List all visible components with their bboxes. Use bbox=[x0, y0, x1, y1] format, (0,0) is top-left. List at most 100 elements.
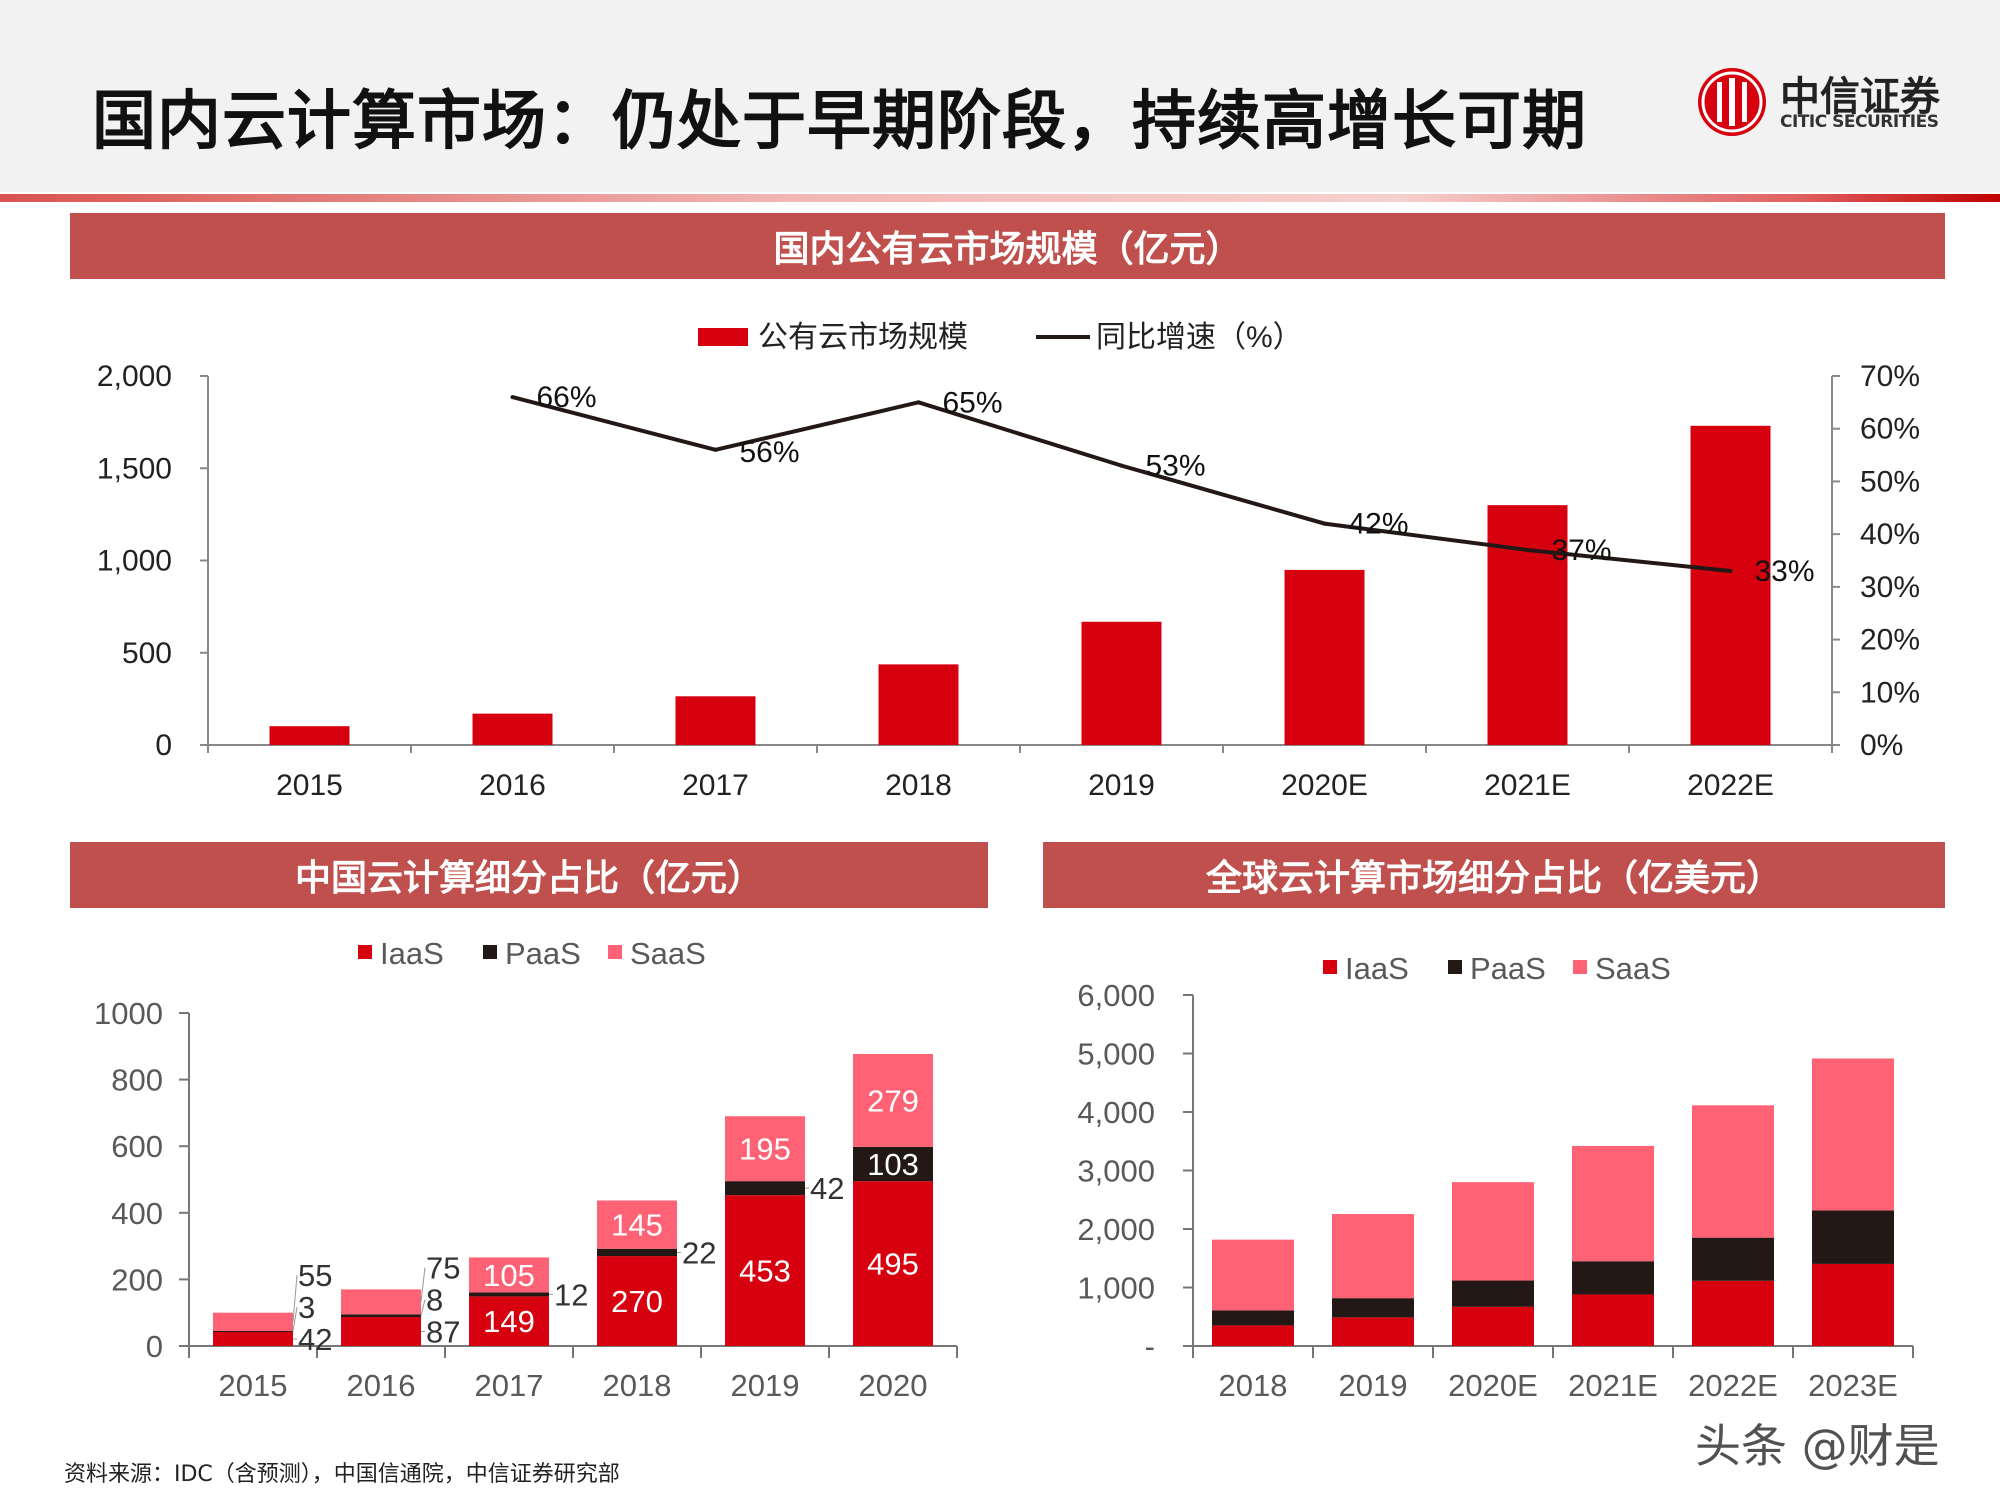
y2-tick-label: 0% bbox=[1860, 729, 1903, 762]
x-tick-label: 2022E bbox=[1688, 1368, 1778, 1403]
x-tick-label: 2021E bbox=[1484, 769, 1571, 802]
bar-segment-paas bbox=[725, 1181, 805, 1196]
y-tick-label: - bbox=[1145, 1329, 1155, 1364]
y2-tick-label: 10% bbox=[1860, 676, 1920, 709]
legend-label-bar: 公有云市场规模 bbox=[758, 321, 968, 354]
bar-segment-paas bbox=[213, 1331, 293, 1333]
bar-segment-saas bbox=[853, 1053, 933, 1147]
legend-swatch-iaas bbox=[358, 945, 372, 959]
data-label-paas: 22 bbox=[682, 1235, 716, 1270]
bar-segment-iaas bbox=[213, 1332, 293, 1346]
bar-segment-iaas bbox=[341, 1317, 421, 1346]
x-tick-label: 2018 bbox=[1219, 1368, 1288, 1403]
x-tick-label: 2016 bbox=[347, 1368, 416, 1403]
source-note: 资料来源：IDC（含预测），中国信通院，中信证券研究部 bbox=[64, 1462, 620, 1487]
y-tick-label: 800 bbox=[111, 1063, 163, 1098]
bar-market-size bbox=[878, 664, 959, 745]
y-tick-label: 400 bbox=[111, 1196, 163, 1231]
x-tick-label: 2019 bbox=[1088, 769, 1155, 802]
bar-segment-saas bbox=[1452, 1182, 1534, 1281]
bar-segment-saas bbox=[1812, 1058, 1894, 1211]
legend-swatch-bar bbox=[698, 328, 748, 346]
growth-point bbox=[1728, 569, 1733, 574]
growth-point bbox=[510, 395, 515, 400]
bar-segment-iaas bbox=[1332, 1317, 1414, 1346]
y2-tick-label: 70% bbox=[1860, 360, 1920, 393]
growth-data-label: 33% bbox=[1755, 555, 1815, 588]
data-label-saas: 55 bbox=[298, 1258, 332, 1293]
bar-segment-saas bbox=[597, 1200, 677, 1249]
legend-swatch-paas bbox=[483, 945, 497, 959]
y-tick-label: 500 bbox=[122, 637, 172, 670]
legend-swatch-saas bbox=[608, 945, 622, 959]
bar-segment-iaas bbox=[1572, 1294, 1654, 1346]
citic-logo: 中信证券 CITIC SECURITIES bbox=[1695, 62, 1955, 142]
bar-segment-paas bbox=[1812, 1210, 1894, 1264]
y-tick-label: 3,000 bbox=[1077, 1154, 1155, 1189]
bar-segment-saas bbox=[725, 1116, 805, 1182]
bar-market-size bbox=[675, 696, 756, 745]
data-label-leader bbox=[292, 1306, 298, 1332]
bar-segment-saas bbox=[341, 1289, 421, 1315]
y-tick-label: 1,000 bbox=[1077, 1271, 1155, 1306]
watermark: 头条 @财是 bbox=[1695, 1419, 1940, 1473]
bar-segment-iaas bbox=[1212, 1325, 1294, 1346]
growth-data-label: 53% bbox=[1146, 450, 1206, 483]
section-title-bottom-right: 全球云计算市场细分占比（亿美元） bbox=[1043, 842, 1945, 908]
bar-segment-iaas bbox=[725, 1195, 805, 1346]
data-label-paas: 12 bbox=[554, 1277, 588, 1312]
bar-segment-iaas bbox=[1812, 1263, 1894, 1346]
data-label-paas: 3 bbox=[298, 1290, 315, 1325]
header bbox=[0, 0, 2000, 192]
legend-label-saas: SaaS bbox=[1595, 951, 1671, 986]
data-label-iaas: 453 bbox=[739, 1254, 791, 1289]
legend-label-paas: PaaS bbox=[1470, 951, 1546, 986]
header-divider bbox=[0, 194, 2000, 202]
legend-swatch-iaas bbox=[1323, 960, 1337, 974]
data-label-saas: 105 bbox=[483, 1258, 535, 1293]
legend-label-iaas: IaaS bbox=[1345, 951, 1409, 986]
bar-segment-iaas bbox=[597, 1256, 677, 1346]
bar-segment-saas bbox=[1212, 1239, 1294, 1311]
x-tick-label: 2020E bbox=[1281, 769, 1368, 802]
bar-segment-iaas bbox=[853, 1181, 933, 1346]
y-tick-label: 2,000 bbox=[97, 360, 172, 393]
section-title-bottom-left: 中国云计算细分占比（亿元） bbox=[70, 842, 988, 908]
x-tick-label: 2015 bbox=[276, 769, 343, 802]
data-label-saas: 279 bbox=[867, 1083, 919, 1118]
x-tick-label: 2015 bbox=[219, 1368, 288, 1403]
logo-text-en: CITIC SECURITIES bbox=[1780, 112, 1939, 132]
x-tick-label: 2023E bbox=[1808, 1368, 1898, 1403]
x-tick-label: 2022E bbox=[1687, 769, 1774, 802]
legend-label-saas: SaaS bbox=[630, 936, 706, 971]
legend-label-iaas: IaaS bbox=[380, 936, 444, 971]
data-label-paas: 8 bbox=[426, 1283, 443, 1318]
bar-segment-paas bbox=[1212, 1310, 1294, 1326]
bar-segment-paas bbox=[469, 1292, 549, 1297]
y-tick-label: 600 bbox=[111, 1129, 163, 1164]
growth-data-label: 56% bbox=[740, 436, 800, 469]
x-tick-label: 2016 bbox=[479, 769, 546, 802]
y-tick-label: 0 bbox=[146, 1329, 163, 1364]
data-label-iaas: 87 bbox=[426, 1315, 460, 1350]
legend-swatch-paas bbox=[1448, 960, 1462, 974]
x-tick-label: 2019 bbox=[731, 1368, 800, 1403]
page-title: 国内云计算市场：仍处于早期阶段，持续高增长可期 bbox=[92, 85, 1587, 159]
data-label-leader bbox=[292, 1274, 298, 1322]
bar-segment-paas bbox=[1332, 1298, 1414, 1318]
x-tick-label: 2020 bbox=[859, 1368, 928, 1403]
data-label-saas: 75 bbox=[426, 1251, 460, 1286]
y2-tick-label: 50% bbox=[1860, 465, 1920, 498]
data-label-saas: 195 bbox=[739, 1132, 791, 1167]
bar-market-size bbox=[1690, 425, 1771, 745]
bar-segment-saas bbox=[1332, 1214, 1414, 1299]
bar-segment-paas bbox=[1572, 1261, 1654, 1295]
citic-emblem-icon bbox=[1698, 68, 1766, 136]
bar-segment-iaas bbox=[1452, 1306, 1534, 1346]
bar-segment-paas bbox=[1692, 1237, 1774, 1281]
y2-tick-label: 40% bbox=[1860, 518, 1920, 551]
legend-label-line: 同比增速（%） bbox=[1096, 321, 1303, 354]
logo-text-cn: 中信证券 bbox=[1780, 73, 1940, 120]
bar-market-size bbox=[269, 726, 350, 745]
